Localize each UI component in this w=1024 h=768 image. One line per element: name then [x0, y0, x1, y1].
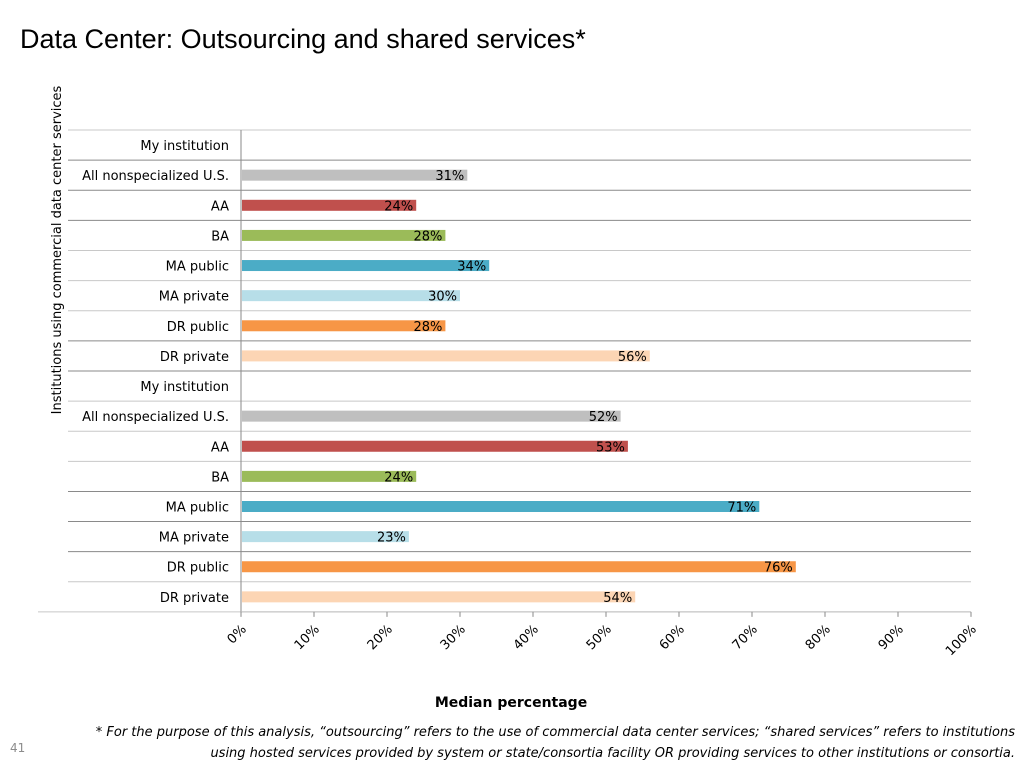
bar-chart: My institution All nonspecialized U.S. 31%…: [38, 85, 980, 711]
tick-label: 60%: [657, 622, 688, 653]
chart-gridlines: [38, 129, 971, 613]
tick-label: 0%: [225, 622, 250, 647]
data-label: 71%: [727, 501, 756, 516]
footnote: * For the purpose of this analysis, “out…: [95, 725, 1015, 761]
category-label: All nonspecialized U.S.: [82, 410, 229, 425]
category-label: All nonspecialized U.S.: [82, 169, 229, 184]
category-label: BA: [211, 470, 229, 485]
category-label: My institution: [140, 380, 229, 395]
data-label: 30%: [428, 290, 457, 305]
category-label: DR public: [167, 561, 229, 576]
data-label: 24%: [384, 199, 413, 214]
tick-label: 100%: [943, 622, 980, 659]
chart-labels: My institution All nonspecialized U.S. 31%…: [82, 139, 793, 606]
data-label: 76%: [764, 561, 793, 576]
bar: [242, 531, 409, 543]
y-axis-title: Institutions using commercial data cente…: [50, 85, 65, 414]
x-axis-ticks: 0% 10% 20% 30% 40% 50% 60% 70% 80% 90% 100%: [225, 611, 980, 659]
data-label: 53%: [596, 440, 625, 455]
bar: [242, 350, 650, 362]
data-label: 28%: [413, 229, 442, 244]
bar: [242, 410, 621, 422]
slide-number: 41: [10, 741, 26, 755]
bar: [242, 229, 446, 241]
category-label: AA: [211, 199, 229, 214]
category-label: DR private: [160, 350, 229, 365]
x-axis-title: Median percentage: [435, 695, 587, 711]
data-label: 34%: [457, 260, 486, 275]
tick-label: 10%: [292, 622, 323, 653]
page-title: Data Center: Outsourcing and shared serv…: [20, 24, 586, 54]
category-label: AA: [211, 440, 229, 455]
category-label: BA: [211, 229, 229, 244]
tick-label: 80%: [803, 622, 834, 653]
data-label: 56%: [618, 350, 647, 365]
tick-label: 20%: [365, 622, 396, 653]
category-label: MA public: [166, 260, 229, 275]
data-label: 31%: [435, 169, 464, 184]
tick-label: 40%: [511, 622, 542, 653]
category-label: DR public: [167, 320, 229, 335]
bar: [242, 470, 417, 482]
bar: [242, 561, 796, 573]
bar: [242, 501, 760, 512]
bar: [242, 440, 628, 452]
category-label: MA public: [166, 501, 229, 516]
data-label: 52%: [589, 410, 618, 425]
bar: [242, 260, 490, 272]
category-label: MA private: [159, 531, 229, 546]
tick-label: 90%: [876, 622, 907, 653]
data-label: 54%: [603, 591, 632, 606]
chart-bars: [242, 169, 796, 603]
category-label: My institution: [140, 139, 229, 154]
bar: [242, 320, 446, 332]
bar: [242, 199, 417, 211]
category-label: MA private: [159, 290, 229, 305]
bar: [242, 169, 468, 181]
tick-label: 50%: [584, 622, 615, 653]
tick-label: 70%: [730, 622, 761, 653]
data-label: 23%: [377, 531, 406, 546]
bar: [242, 290, 460, 302]
tick-label: 30%: [438, 622, 469, 653]
category-label: DR private: [160, 591, 229, 606]
data-label: 28%: [413, 320, 442, 335]
data-label: 24%: [384, 470, 413, 485]
bar: [242, 591, 636, 603]
